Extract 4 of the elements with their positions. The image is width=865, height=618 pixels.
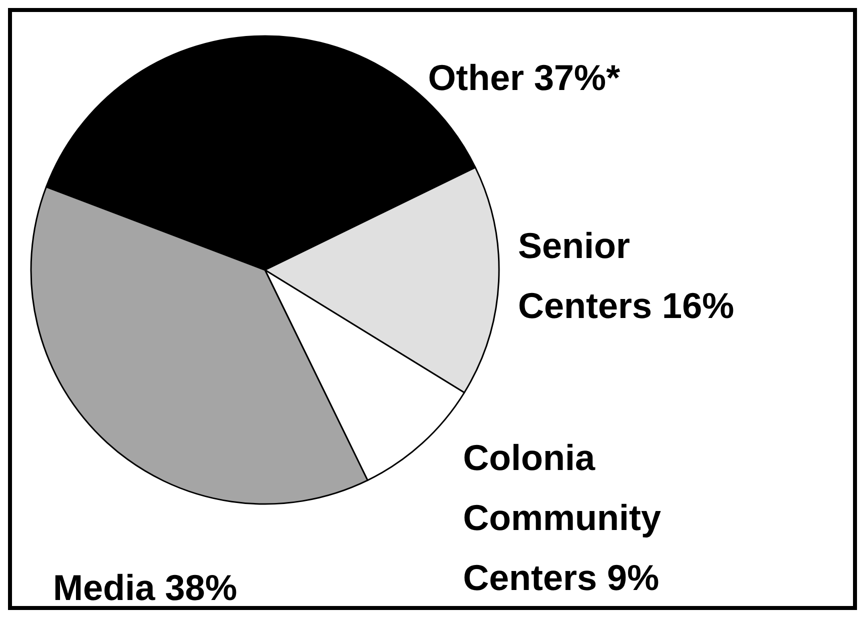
slice-label: Media 38% — [53, 567, 238, 608]
slice-label: Colonia Community Centers 9% — [463, 437, 661, 598]
slice-label: Other 37%* — [428, 57, 620, 98]
slice-label: Senior Centers 16% — [518, 225, 734, 326]
